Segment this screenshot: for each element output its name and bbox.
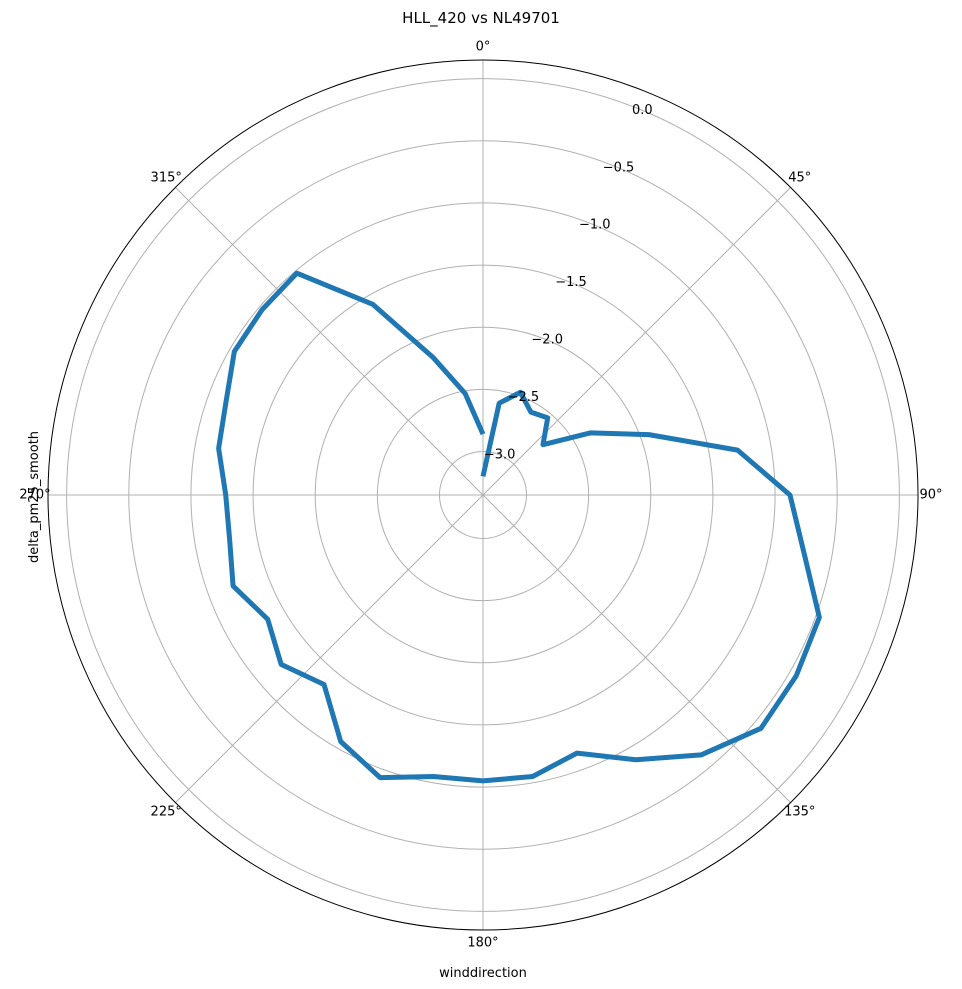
angular-gridline-1 — [482, 187, 791, 496]
radial-tick-label-4: −1.0 — [579, 218, 611, 233]
angular-gridline-7 — [175, 187, 484, 496]
angle-tick-label-4: 180° — [467, 936, 498, 951]
radial-tick-label-5: −0.5 — [603, 160, 635, 175]
angle-tick-labels: 0° 45° 90° 135° 180° 225° 270° 315° — [19, 40, 942, 951]
radial-tick-label-0: −3.0 — [484, 447, 516, 462]
x-axis-label: winddirection — [439, 966, 527, 981]
chart-title: HLL_420 vs NL49701 — [402, 9, 560, 28]
angular-gridlines — [48, 60, 918, 930]
angle-tick-label-5: 225° — [151, 804, 182, 819]
radial-tick-label-6: 0.0 — [632, 103, 653, 118]
radial-tick-labels: −3.0 −2.5 −2.0 −1.5 −1.0 −0.5 0.0 — [484, 103, 653, 462]
angular-gridline-5 — [175, 494, 484, 803]
radial-tick-label-3: −1.5 — [555, 275, 587, 290]
angular-gridline-3 — [482, 494, 791, 803]
series-line-0 — [216, 270, 822, 784]
angle-tick-label-6: 270° — [19, 488, 50, 503]
series-layer — [216, 270, 822, 784]
angle-tick-label-0: 0° — [476, 40, 491, 55]
angle-tick-label-2: 90° — [919, 488, 942, 503]
y-axis-label: delta_pm25_smooth — [27, 431, 42, 563]
radial-tick-label-2: −2.0 — [531, 332, 563, 347]
angle-tick-label-1: 45° — [788, 171, 811, 186]
polar-frame — [47, 59, 919, 931]
radial-tick-label-1: −2.5 — [508, 390, 540, 405]
angle-tick-label-3: 135° — [784, 804, 815, 819]
angle-tick-label-7: 315° — [151, 171, 182, 186]
